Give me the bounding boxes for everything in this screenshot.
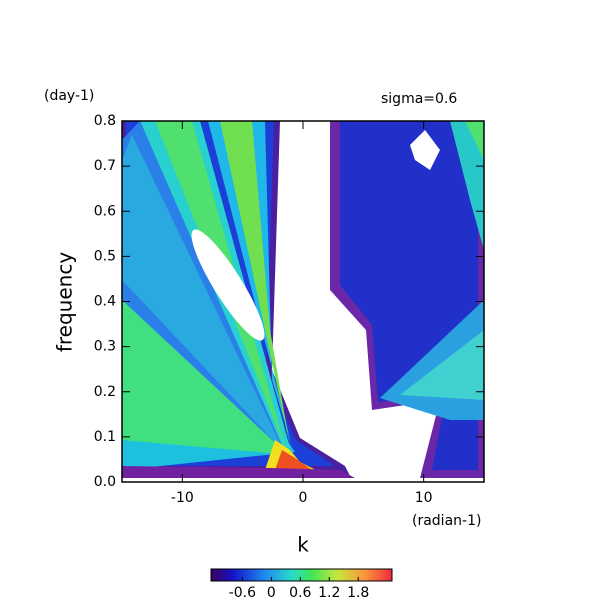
colorbar-step xyxy=(211,569,215,581)
colorbar-step xyxy=(307,569,312,581)
colorbar-step xyxy=(352,569,357,581)
y-tick-label: 0.8 xyxy=(94,113,116,129)
colorbar-step xyxy=(382,569,387,581)
colorbar-step xyxy=(298,569,302,581)
y-tick-label: 0.7 xyxy=(94,158,116,174)
colorbar-step xyxy=(280,569,284,581)
colorbar-step xyxy=(301,569,306,581)
colorbar-step xyxy=(286,569,290,581)
y-tick-label: 0.0 xyxy=(94,474,116,490)
y-axis-label: frequency xyxy=(53,252,77,352)
colorbar-tick-label: 1.2 xyxy=(318,585,340,601)
y-tick-label: 0.2 xyxy=(94,384,116,400)
colorbar-step xyxy=(295,569,299,581)
colorbar-step xyxy=(379,569,384,581)
colorbar-step xyxy=(226,569,230,581)
colorbar-step xyxy=(232,569,236,581)
colorbar-step xyxy=(373,569,378,581)
colorbar-step xyxy=(361,569,366,581)
y-unit: (day-1) xyxy=(44,88,94,104)
colorbar-step xyxy=(235,569,239,581)
colorbar-step xyxy=(346,569,351,581)
y-tick-label: 0.3 xyxy=(94,339,116,355)
colorbar-step xyxy=(274,569,278,581)
colorbar-tick-label: 0.6 xyxy=(289,585,311,601)
colorbar-step xyxy=(256,569,260,581)
colorbar-step xyxy=(247,569,251,581)
colorbar-step xyxy=(385,569,390,581)
colorbar-step xyxy=(322,569,327,581)
colorbar-step xyxy=(328,569,333,581)
colorbar-step xyxy=(343,569,348,581)
chart-title: sigma=0.6 xyxy=(381,91,457,107)
colorbar-step xyxy=(292,569,296,581)
x-tick-label: 10 xyxy=(415,490,433,506)
colorbar-step xyxy=(334,569,339,581)
colorbar-step xyxy=(253,569,257,581)
colorbar-step xyxy=(304,569,309,581)
colorbar-step xyxy=(337,569,342,581)
x-tick-label: -10 xyxy=(171,490,194,506)
colorbar-step xyxy=(388,569,393,581)
colorbar-step xyxy=(367,569,372,581)
colorbar-step xyxy=(223,569,227,581)
colorbar-step xyxy=(277,569,281,581)
y-tick-label: 0.6 xyxy=(94,203,116,219)
x-tick-label: 0 xyxy=(299,490,308,506)
colorbar-step xyxy=(238,569,242,581)
colorbar-step xyxy=(370,569,375,581)
x-axis-label: k xyxy=(297,533,309,557)
colorbar-step xyxy=(325,569,330,581)
colorbar-step xyxy=(364,569,369,581)
colorbar-step xyxy=(310,569,315,581)
y-tick-label: 0.4 xyxy=(94,294,116,310)
colorbar-step xyxy=(340,569,345,581)
colorbar-tick-label: 0 xyxy=(267,585,276,601)
colorbar-step xyxy=(271,569,275,581)
colorbar-step xyxy=(283,569,287,581)
colorbar-step xyxy=(349,569,354,581)
colorbar-step xyxy=(289,569,293,581)
colorbar-step xyxy=(319,569,324,581)
colorbar-step xyxy=(358,569,363,581)
colorbar-step xyxy=(217,569,221,581)
colorbar-frame xyxy=(210,568,393,582)
contour-field xyxy=(121,120,485,483)
colorbar-step xyxy=(244,569,248,581)
y-tick-label: 0.5 xyxy=(94,248,116,264)
colorbar-step xyxy=(250,569,254,581)
colorbar-step xyxy=(355,569,360,581)
x-unit: (radian-1) xyxy=(412,513,481,529)
colorbar-step xyxy=(241,569,245,581)
colorbar-step xyxy=(265,569,269,581)
colorbar-step xyxy=(331,569,336,581)
colorbar-tick-label: -0.6 xyxy=(229,585,256,601)
colorbar-step xyxy=(313,569,318,581)
colorbar-step xyxy=(229,569,233,581)
colorbar-step xyxy=(316,569,321,581)
colorbar-step xyxy=(262,569,266,581)
colorbar-step xyxy=(220,569,224,581)
colorbar-tick-label: 1.8 xyxy=(347,585,369,601)
colorbar-step xyxy=(214,569,218,581)
y-tick-label: 0.1 xyxy=(94,429,116,445)
colorbar-step xyxy=(268,569,272,581)
colorbar-step xyxy=(259,569,263,581)
colorbar-step xyxy=(376,569,381,581)
